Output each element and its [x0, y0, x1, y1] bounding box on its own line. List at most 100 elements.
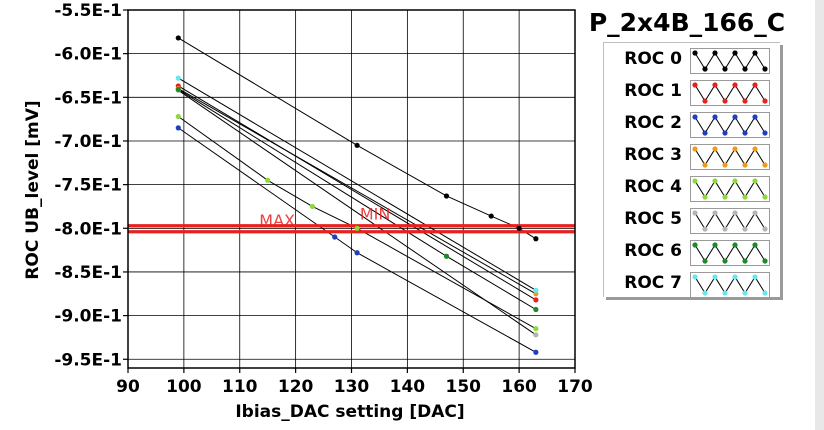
y-tick-label: -8.0E-1	[54, 219, 122, 239]
legend-swatch	[690, 112, 770, 138]
legend-swatch-marker	[702, 98, 708, 104]
y-axis-title: ROC UB_level [mV]	[23, 100, 43, 279]
series-points	[175, 35, 539, 355]
legend-swatch-marker	[722, 258, 728, 264]
legend-swatch-marker	[732, 146, 738, 152]
legend-swatch-marker	[702, 290, 708, 296]
x-tick-label: 120	[278, 377, 314, 397]
legend-swatch	[690, 144, 770, 170]
x-tick-label: 110	[222, 377, 258, 397]
legend-swatch-marker	[712, 114, 718, 120]
legend-swatch-marker	[692, 82, 698, 88]
legend-swatch-marker	[742, 194, 748, 200]
x-tick-label: 130	[334, 377, 370, 397]
legend-swatch-marker	[722, 226, 728, 232]
y-tick-label: -7.5E-1	[54, 176, 122, 196]
legend-swatch-marker	[732, 274, 738, 280]
legend-swatch-marker	[762, 66, 768, 72]
legend-swatch-marker	[742, 258, 748, 264]
legend-swatch-marker	[722, 290, 728, 296]
data-point	[354, 142, 360, 148]
data-point	[354, 225, 360, 231]
legend-swatch	[690, 48, 770, 74]
legend-swatch-marker	[742, 130, 748, 136]
legend-swatch-marker	[762, 194, 768, 200]
legend-swatch-marker	[692, 210, 698, 216]
data-point	[175, 125, 181, 131]
legend-swatch-line	[694, 148, 766, 166]
legend-swatch-marker	[732, 242, 738, 248]
y-tick-label: -7.0E-1	[54, 132, 122, 152]
legend-swatch-marker	[762, 258, 768, 264]
legend-swatch-marker	[722, 98, 728, 104]
chart-title: P_2x4B_166_C	[589, 8, 785, 37]
legend-swatch-marker	[702, 130, 708, 136]
legend-swatch	[690, 176, 770, 202]
data-point	[443, 193, 450, 199]
legend-swatch-marker	[732, 210, 738, 216]
legend-swatch-marker	[692, 274, 698, 280]
legend-swatch-line	[694, 84, 766, 102]
legend-swatch-marker	[712, 274, 718, 280]
legend-swatch-line	[694, 276, 766, 294]
legend-swatch-marker	[712, 146, 718, 152]
series-line-roc-3	[178, 88, 537, 295]
legend-swatch-marker	[732, 50, 738, 56]
legend-label: ROC 2	[624, 113, 682, 133]
legend-swatch-marker	[742, 162, 748, 168]
legend-item: ROC 7	[604, 270, 780, 300]
legend-swatch-marker	[762, 98, 768, 104]
legend-swatch-marker	[752, 82, 758, 88]
legend-swatch-marker	[752, 178, 758, 184]
data-point	[533, 326, 539, 332]
axes: 90 100 110 120 130 140 150 160 170 -5.5E-1 -6.0E-1…	[54, 1, 593, 397]
data-point	[533, 349, 539, 355]
legend-swatch	[690, 208, 770, 234]
x-tick-label: 100	[166, 377, 202, 397]
x-tick-label: 170	[557, 377, 593, 397]
legend-swatch-line	[694, 52, 766, 70]
legend-label: ROC 0	[624, 49, 682, 69]
legend-swatch-marker	[692, 114, 698, 120]
y-tick-label: -6.0E-1	[54, 45, 122, 65]
data-point	[488, 213, 494, 219]
legend-swatch	[690, 272, 770, 298]
legend-swatch-marker	[752, 114, 758, 120]
legend-swatch-marker	[742, 226, 748, 232]
legend-swatch-marker	[692, 146, 698, 152]
legend-swatch-marker	[732, 178, 738, 184]
legend-swatch-line	[694, 244, 766, 262]
legend-swatch-marker	[752, 274, 758, 280]
data-point	[265, 177, 271, 183]
y-tick-label: -9.0E-1	[54, 307, 122, 327]
legend-label: ROC 6	[624, 241, 682, 261]
data-point	[533, 287, 539, 293]
data-point	[332, 234, 338, 240]
x-tick-label: 90	[116, 377, 140, 397]
legend-label: ROC 3	[624, 145, 682, 165]
y-tick-label: -8.5E-1	[54, 263, 122, 283]
x-tick-label: 160	[501, 377, 537, 397]
data-point	[175, 75, 181, 81]
legend-swatch-marker	[702, 226, 708, 232]
reference-lines: MAX MIN	[128, 205, 575, 234]
legend-swatch	[690, 240, 770, 266]
data-point	[533, 297, 539, 303]
series-lines	[177, 37, 537, 353]
legend-swatch-marker	[692, 242, 698, 248]
legend-swatch-marker	[692, 50, 698, 56]
legend-swatch-marker	[702, 194, 708, 200]
legend-swatch-marker	[712, 178, 718, 184]
legend-swatch-marker	[762, 226, 768, 232]
legend-swatch-line	[694, 212, 766, 230]
legend-item: ROC 5	[604, 206, 780, 236]
data-point	[354, 250, 360, 256]
series-line-roc-0	[178, 37, 537, 240]
legend-swatch-line	[694, 180, 766, 198]
legend-swatch-line	[694, 116, 766, 134]
legend-swatch-marker	[732, 82, 738, 88]
legend-swatch-marker	[742, 98, 748, 104]
series-line-roc-5	[178, 89, 537, 336]
legend-swatch-marker	[722, 194, 728, 200]
